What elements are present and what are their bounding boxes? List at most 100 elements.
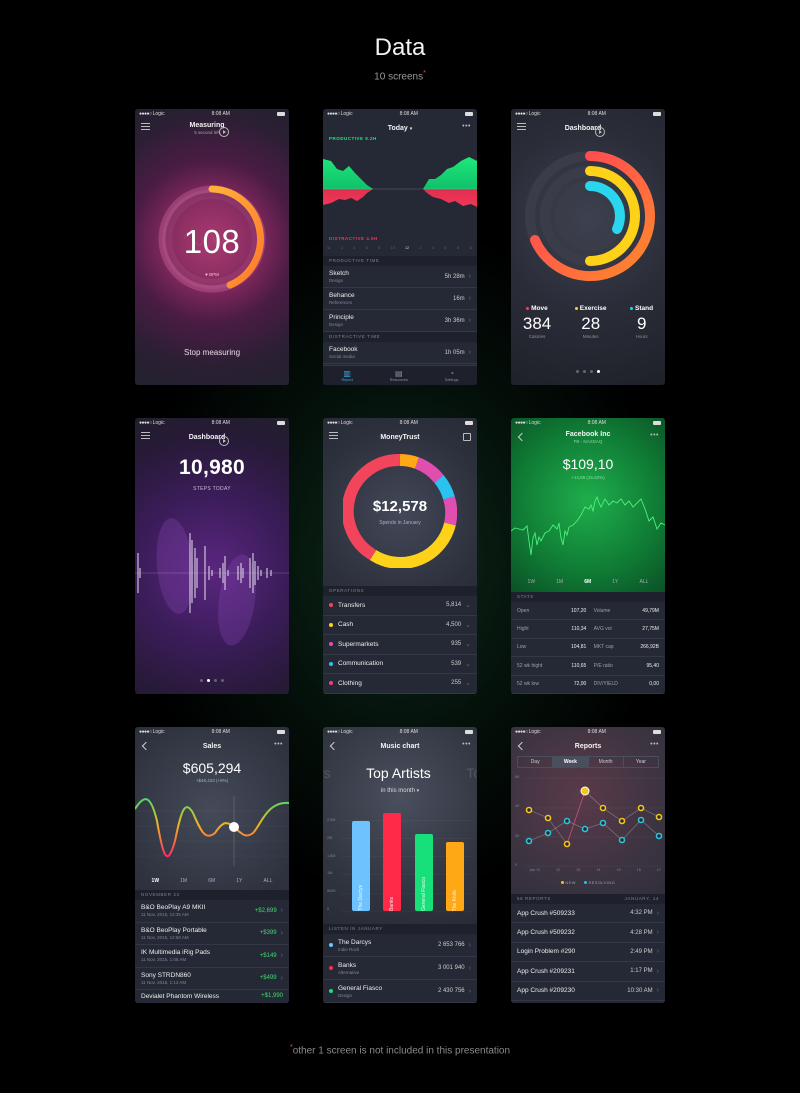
tab-settings[interactable]: ◔ Settings bbox=[444, 369, 459, 382]
more-icon[interactable]: ••• bbox=[462, 741, 471, 748]
bar-the-darcys[interactable]: The Darcys bbox=[352, 821, 370, 911]
tab-resources[interactable]: ▤ Resources bbox=[389, 369, 408, 382]
report-row[interactable]: App Crush #209231 1:17 PM › bbox=[511, 962, 665, 982]
back-icon[interactable] bbox=[517, 741, 527, 751]
menu-icon[interactable] bbox=[329, 432, 338, 439]
tab-report[interactable]: ▥ Report bbox=[341, 369, 353, 382]
segment-year[interactable]: Year bbox=[635, 759, 646, 765]
sale-row[interactable]: Devialet Phantom Wireless +$1,990 bbox=[135, 990, 289, 1003]
chevron-right-icon: › bbox=[280, 929, 283, 937]
battery-icon bbox=[652, 421, 661, 425]
play-icon[interactable] bbox=[218, 127, 229, 137]
bar-general-fiasco[interactable]: General Fiasco bbox=[415, 834, 433, 911]
more-icon[interactable]: ••• bbox=[274, 741, 283, 748]
sale-row[interactable]: IK Multimedia iRig Pads 11 Nov, 2015, 1:0… bbox=[135, 945, 289, 968]
sale-row[interactable]: B&O BeoPlay A9 MKII 11 Nov, 2015, 12:35 A… bbox=[135, 900, 289, 923]
list-item[interactable]: Sketch Design 5h 28m › bbox=[323, 266, 477, 288]
list-item[interactable]: Facebook Social media 1h 05m › bbox=[323, 342, 477, 364]
play-icon[interactable] bbox=[219, 436, 230, 446]
artist-row[interactable]: The Darcys Indie Rock 2 653 766 › bbox=[323, 934, 477, 957]
calendar-icon[interactable] bbox=[463, 433, 471, 441]
productive-label: PRODUCTIVE 9.2H bbox=[329, 136, 377, 141]
status-bar: ●●●●○ Logic 8:08 AM bbox=[511, 727, 665, 737]
operation-row[interactable]: Clothing 255 ⌄ bbox=[323, 674, 477, 694]
play-icon[interactable] bbox=[595, 127, 606, 137]
artist-row[interactable]: Banks Alternative 3 001 940 › bbox=[323, 957, 477, 980]
period-6m[interactable]: 6M bbox=[584, 579, 592, 585]
chart-carousel[interactable]: rs Top Artists To bbox=[323, 765, 477, 781]
period-6m[interactable]: 6M bbox=[208, 878, 216, 884]
steps-label: STEPS TODAY bbox=[193, 486, 231, 492]
chart-cursor-handle[interactable] bbox=[229, 822, 239, 832]
date-selector[interactable]: Today ▾ bbox=[387, 124, 413, 132]
menu-icon[interactable] bbox=[517, 123, 526, 130]
more-icon[interactable]: ••• bbox=[650, 741, 659, 748]
period-1w[interactable]: 1W bbox=[527, 579, 536, 585]
menu-icon[interactable] bbox=[141, 123, 150, 130]
back-icon[interactable] bbox=[517, 432, 527, 442]
artist-row[interactable]: General Fiasco Design 2 430 756 › bbox=[323, 980, 477, 1003]
back-icon[interactable] bbox=[329, 741, 339, 751]
menu-icon[interactable] bbox=[141, 432, 150, 439]
report-row[interactable]: Login Problem #290 2:49 PM › bbox=[511, 942, 665, 963]
period-all[interactable]: ALL bbox=[263, 878, 273, 884]
new-dot-icon bbox=[560, 881, 564, 884]
period-1m[interactable]: 1M bbox=[556, 579, 564, 585]
section-header: OPERATIONS bbox=[323, 586, 477, 596]
sales-change: +$48,423 (+8%) bbox=[195, 778, 229, 783]
list-item[interactable]: Principle Design 3h 36m › bbox=[323, 310, 477, 332]
bar-banks[interactable]: Banks bbox=[383, 813, 401, 911]
chevron-right-icon: › bbox=[656, 967, 659, 975]
operation-row[interactable]: Transfers 5,814 ⌄ bbox=[323, 596, 477, 616]
page-indicator[interactable] bbox=[135, 679, 289, 682]
period-1y[interactable]: 1Y bbox=[236, 878, 243, 884]
sales-wave-chart bbox=[135, 796, 289, 866]
stop-measuring-button[interactable]: Stop measuring bbox=[183, 348, 241, 357]
status-bar: ●●●●○ Logic 8:08 AM bbox=[323, 418, 477, 428]
status-bar: ●●●●○ Logic 8:08 AM bbox=[135, 109, 289, 119]
page-indicator[interactable] bbox=[511, 370, 665, 373]
screen-reports: ●●●●○ Logic 8:08 AM Reports ••• Day Week … bbox=[511, 727, 665, 1003]
status-bar: ●●●●○ Logic 8:08 AM bbox=[135, 727, 289, 737]
chevron-down-icon: ⌄ bbox=[465, 641, 471, 649]
nav-bar: MoneyTrust bbox=[323, 428, 477, 446]
legend-new: NEW bbox=[560, 880, 576, 885]
more-icon[interactable]: ••• bbox=[650, 432, 659, 439]
category-dot-icon bbox=[329, 622, 333, 627]
document-icon: ▤ bbox=[395, 369, 403, 378]
report-row[interactable]: App Crush #509232 4:28 PM › bbox=[511, 923, 665, 943]
list-item[interactable]: Behance References 16m › bbox=[323, 288, 477, 310]
period-1w[interactable]: 1W bbox=[151, 878, 160, 884]
segment-day[interactable]: Day bbox=[518, 757, 554, 767]
activity-rings bbox=[525, 151, 655, 281]
category-dot-icon bbox=[329, 681, 333, 686]
sales-total: $605,294 bbox=[182, 760, 242, 776]
bar-the-knife[interactable]: The Knife bbox=[446, 842, 464, 911]
month-filter[interactable]: in this month ▾ bbox=[380, 788, 420, 794]
operation-row[interactable]: Communication 539 ⌄ bbox=[323, 654, 477, 674]
caret-down-icon: ▾ bbox=[409, 125, 413, 132]
report-row[interactable]: App Crush #509233 4:32 PM › bbox=[511, 904, 665, 924]
artist-dot-icon bbox=[329, 943, 333, 947]
operation-row[interactable]: Cash 4,500 ⌄ bbox=[323, 615, 477, 635]
selected-point[interactable] bbox=[580, 786, 590, 796]
footprint-right-icon bbox=[218, 554, 256, 646]
screen-steps: ●●●●○ Logic 8:08 AM Dashboard 10,980 STEP… bbox=[135, 418, 289, 694]
period-1m[interactable]: 1M bbox=[180, 878, 188, 884]
back-icon[interactable] bbox=[141, 741, 151, 751]
stats-row: 52 wk low 72,00 DIV/YIELD 0,00 bbox=[511, 675, 665, 694]
legend: NEW RESOLVING bbox=[511, 880, 665, 885]
move-dot-icon bbox=[526, 307, 530, 310]
report-row[interactable]: App Crush #209230 10:30 AM › bbox=[511, 981, 665, 1001]
stat-exercise: Exercise 28 Minutes bbox=[574, 305, 607, 339]
operation-row[interactable]: Supermarkets 935 ⌄ bbox=[323, 635, 477, 655]
more-icon[interactable]: ••• bbox=[462, 123, 471, 130]
steps-value: 10,980 bbox=[178, 456, 246, 479]
segment-week[interactable]: Week bbox=[553, 757, 589, 767]
sale-row[interactable]: B&O BeoPlay Portable 11 Nov, 2015, 12:50 … bbox=[135, 922, 289, 945]
chevron-right-icon: › bbox=[656, 948, 659, 956]
segment-month[interactable]: Month bbox=[589, 757, 624, 767]
period-all[interactable]: ALL bbox=[639, 579, 649, 585]
period-1y[interactable]: 1Y bbox=[612, 579, 619, 585]
sale-row[interactable]: Sony STRDN860 11 Nov, 2015, 1:13 AM +$499 › bbox=[135, 967, 289, 990]
